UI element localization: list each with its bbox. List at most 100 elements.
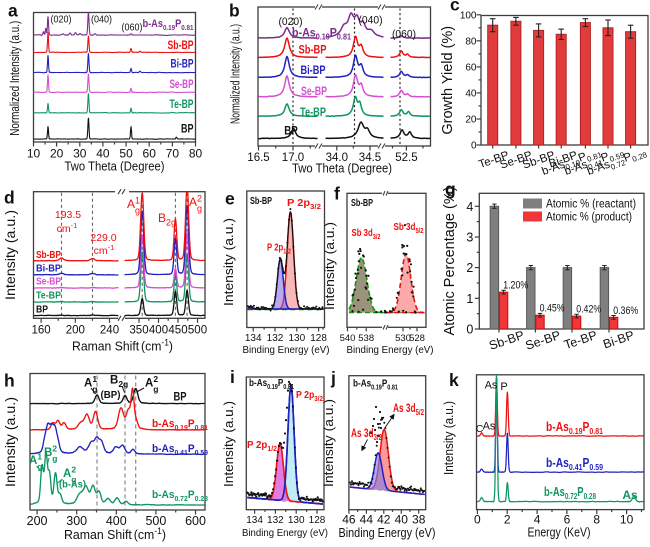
svg-text:B2g: B2g <box>158 211 176 228</box>
svg-text:Intensity (a.u.): Intensity (a.u.) <box>3 397 19 487</box>
svg-text:(060): (060) <box>392 29 416 41</box>
svg-text:130: 130 <box>288 515 305 526</box>
svg-text:38: 38 <box>412 513 426 527</box>
svg-text:cm-1: cm-1 <box>94 243 115 257</box>
svg-text:(b-As): (b-As) <box>59 479 86 491</box>
svg-text:Atomic % (reactant): Atomic % (reactant) <box>546 199 636 211</box>
svg-text:0.42%: 0.42% <box>576 304 601 316</box>
svg-text:Normalized Intensity (a.u.): Normalized Intensity (a.u.) <box>7 21 22 136</box>
svg-text:50: 50 <box>119 147 133 161</box>
svg-text:b: b <box>229 1 240 21</box>
svg-text:e: e <box>225 189 235 209</box>
svg-text:A1g: A1 g <box>127 196 140 216</box>
svg-text:134: 134 <box>246 515 263 526</box>
svg-text:132: 132 <box>267 515 284 526</box>
svg-text:0: 0 <box>466 323 473 337</box>
svg-text:As 3d3/2: As 3d3/2 <box>351 428 382 442</box>
svg-text:g: g <box>445 179 456 199</box>
svg-text:300: 300 <box>66 514 87 528</box>
svg-text:Te-BP: Te-BP <box>170 99 194 111</box>
svg-text:40: 40 <box>96 147 110 161</box>
svg-text:Raman Shift(cm-1): Raman Shift(cm-1) <box>64 526 166 542</box>
svg-text:Te-BP: Te-BP <box>300 107 326 119</box>
svg-text:b-As0.19P0.81: b-As0.19P0.81 <box>546 420 603 436</box>
svg-text:A2g: A2 g <box>145 374 158 394</box>
svg-text:193.5: 193.5 <box>55 209 81 221</box>
svg-text:b-As0.72P0.28: b-As0.72P0.28 <box>152 489 208 503</box>
svg-text:i: i <box>230 367 235 387</box>
svg-text:134: 134 <box>245 333 262 344</box>
svg-text:160: 160 <box>32 324 51 336</box>
svg-text:Se-BP: Se-BP <box>170 79 194 91</box>
svg-text:4: 4 <box>466 200 473 214</box>
svg-text:Sb-BP: Sb-BP <box>351 198 373 209</box>
svg-text:As: As <box>622 488 638 502</box>
svg-text:240: 240 <box>100 324 119 336</box>
svg-text:10: 10 <box>620 513 634 527</box>
svg-text:Intensity (a.u.): Intensity (a.u.) <box>323 222 337 310</box>
svg-text:Sb-BP: Sb-BP <box>299 45 327 57</box>
svg-text:132: 132 <box>267 333 284 344</box>
svg-text:60: 60 <box>143 147 157 161</box>
svg-text:b-As0.41P0.59: b-As0.41P0.59 <box>152 443 208 457</box>
svg-text:Intensity (a.u.): Intensity (a.u.) <box>222 218 236 306</box>
svg-text:200: 200 <box>27 514 48 528</box>
svg-text:42: 42 <box>377 513 391 527</box>
svg-text:BP: BP <box>284 126 298 138</box>
svg-text:128: 128 <box>310 333 327 344</box>
svg-text:Two Theta (Degree): Two Theta (Degree) <box>65 159 165 174</box>
svg-text:A1g: A1 g <box>84 374 97 394</box>
svg-text:P 2p3/2: P 2p3/2 <box>287 197 321 211</box>
svg-text:P 2p1/2: P 2p1/2 <box>247 439 277 453</box>
svg-text:46: 46 <box>342 513 356 527</box>
svg-text:30: 30 <box>73 147 87 161</box>
svg-text:6: 6 <box>564 513 571 527</box>
svg-text:540: 540 <box>340 333 356 344</box>
svg-text:(020): (020) <box>51 14 72 26</box>
svg-text:500: 500 <box>145 514 166 528</box>
svg-text:20: 20 <box>465 114 477 125</box>
svg-text:b-As0.72P0.28: b-As0.72P0.28 <box>544 485 596 501</box>
svg-text:350: 350 <box>129 324 148 336</box>
svg-text:B2g: B2g <box>44 444 57 464</box>
svg-text:Binding Energy (eV): Binding Energy (eV) <box>339 525 436 540</box>
svg-text:P 2p1/2: P 2p1/2 <box>267 242 291 256</box>
svg-text:70: 70 <box>166 147 180 161</box>
svg-text:Intensity (a.u.): Intensity (a.u.) <box>3 210 19 300</box>
svg-text:400: 400 <box>149 324 168 336</box>
svg-text:Se-BP: Se-BP <box>36 276 61 288</box>
svg-text:538: 538 <box>358 333 374 344</box>
svg-text:200: 200 <box>66 324 85 336</box>
svg-text:A2g: A2 g <box>189 194 202 214</box>
svg-text:40: 40 <box>465 88 477 99</box>
svg-text:500: 500 <box>188 324 207 336</box>
svg-text:450: 450 <box>168 324 187 336</box>
svg-text:16.5: 16.5 <box>247 152 269 164</box>
svg-text:Sb 3d5/2: Sb 3d5/2 <box>394 221 424 235</box>
svg-text:As: As <box>483 421 496 433</box>
svg-text:A1g: A1 g <box>29 452 42 472</box>
svg-text:60: 60 <box>465 62 477 73</box>
svg-text:(BP): (BP) <box>101 389 121 401</box>
svg-text:Sb-BP: Sb-BP <box>36 249 61 261</box>
svg-text:Se-BP: Se-BP <box>301 86 327 98</box>
svg-text:0: 0 <box>471 141 477 152</box>
svg-text:(040): (040) <box>359 15 383 27</box>
svg-text:80: 80 <box>189 147 203 161</box>
svg-text:(060): (060) <box>122 22 143 34</box>
svg-text:Te-BP: Te-BP <box>36 290 61 302</box>
svg-text:34.5: 34.5 <box>359 152 381 164</box>
svg-text:Intensity (a.u.): Intensity (a.u.) <box>222 401 236 487</box>
svg-text:600: 600 <box>185 514 206 528</box>
svg-text:34.0: 34.0 <box>326 152 348 164</box>
svg-text:BP: BP <box>181 124 194 136</box>
svg-text:40: 40 <box>395 513 409 527</box>
svg-text:80: 80 <box>465 36 477 47</box>
svg-text:h: h <box>4 371 15 391</box>
svg-text:a: a <box>8 1 18 21</box>
svg-text:Binding Energy (eV): Binding Energy (eV) <box>347 344 434 356</box>
svg-text:Growth Yield (%): Growth Yield (%) <box>440 26 456 135</box>
svg-text:(020): (020) <box>279 16 303 28</box>
svg-text:c: c <box>450 0 460 15</box>
svg-text:Intensity (a.u.): Intensity (a.u.) <box>321 399 336 487</box>
